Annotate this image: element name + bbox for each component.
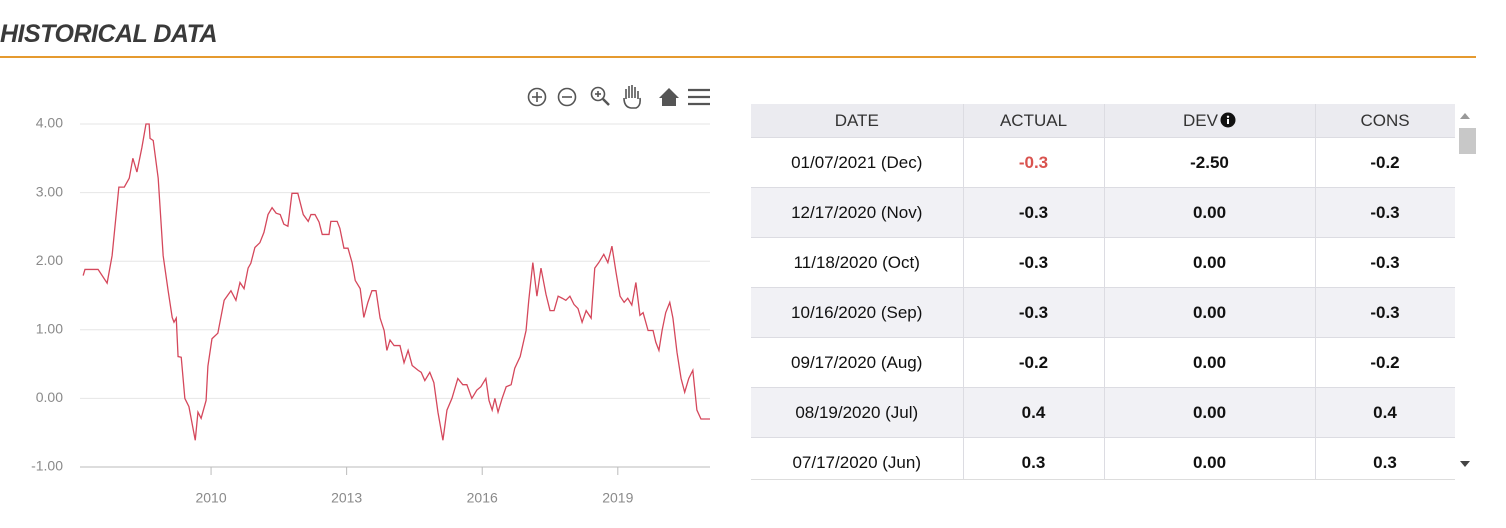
value-cell: -0.3 — [962, 137, 1105, 188]
value-cell: -0.3 — [962, 187, 1105, 238]
date-cell: 12/17/2020 (Nov) — [751, 187, 964, 238]
table-row: 12/17/2020 (Nov) -0.3 0.00 -0.3 — [751, 187, 1455, 238]
value-cell: 0.00 — [1103, 187, 1316, 238]
value-cell: 0.3 — [1314, 437, 1455, 479]
scrollbar[interactable] — [1455, 104, 1476, 479]
zoom-select-button[interactable] — [590, 86, 610, 106]
y-tick-label: 1.00 — [36, 321, 63, 337]
table-row: 11/18/2020 (Oct) -0.3 0.00 -0.3 — [751, 237, 1455, 288]
info-icon[interactable] — [1220, 112, 1236, 128]
value-cell: 0.4 — [962, 387, 1105, 438]
table-row: 08/19/2020 (Jul) 0.4 0.00 0.4 — [751, 387, 1455, 438]
value-cell: 0.00 — [1103, 237, 1316, 288]
x-tick-label: 2010 — [195, 490, 226, 506]
table-row: 07/17/2020 (Jun) 0.3 0.00 0.3 — [751, 437, 1455, 479]
value-cell: -2.50 — [1103, 137, 1316, 188]
value-cell: -0.3 — [962, 287, 1105, 338]
value-cell: 0.00 — [1103, 337, 1316, 388]
scroll-thumb[interactable] — [1459, 128, 1476, 154]
scroll-down[interactable] — [1460, 461, 1470, 467]
table-row: 10/16/2020 (Sep) -0.3 0.00 -0.3 — [751, 287, 1455, 338]
value-cell: 0.00 — [1103, 387, 1316, 438]
title-rule — [0, 56, 1476, 58]
y-tick-label: 2.00 — [36, 252, 63, 268]
column-header-text: ACTUAL — [999, 110, 1068, 130]
value-cell: -0.2 — [1314, 337, 1455, 388]
zoom-out-button[interactable] — [557, 87, 577, 107]
value-cell: -0.2 — [962, 337, 1105, 388]
date-cell: 09/17/2020 (Aug) — [751, 337, 964, 388]
data-line — [82, 123, 710, 441]
scroll-up[interactable] — [1460, 113, 1470, 119]
date-cell: 01/07/2021 (Dec) — [751, 137, 964, 188]
column-header: DEV — [1103, 104, 1316, 138]
data-table: DATE ACTUAL DEV CONS 01/07/2021 (Dec) -0.3 -2… — [751, 104, 1455, 480]
value-cell: -0.3 — [1314, 237, 1455, 288]
reset-button[interactable] — [659, 88, 679, 106]
value-cell: 0.00 — [1103, 287, 1316, 338]
value-cell: -0.3 — [1314, 287, 1455, 338]
date-cell: 08/19/2020 (Jul) — [751, 387, 964, 438]
column-header: CONS — [1314, 104, 1455, 138]
header-row: DATE ACTUAL DEV CONS — [751, 104, 1455, 138]
y-tick-label: 3.00 — [36, 183, 63, 199]
pan-button[interactable] — [623, 85, 641, 109]
value-cell: 0.4 — [1314, 387, 1455, 438]
value-cell: -0.2 — [1314, 137, 1455, 188]
date-cell: 10/16/2020 (Sep) — [751, 287, 964, 338]
column-header-text: DEV — [1183, 110, 1218, 130]
value-cell: -0.3 — [1314, 187, 1455, 238]
value-cell: 0.00 — [1103, 437, 1316, 479]
x-tick-label: 2013 — [331, 490, 362, 506]
value-cell: -0.3 — [962, 237, 1105, 288]
table-row: 09/17/2020 (Aug) -0.2 0.00 -0.2 — [751, 337, 1455, 388]
x-tick-label: 2016 — [467, 490, 498, 506]
column-header: DATE — [751, 104, 964, 138]
value-cell: 0.3 — [962, 437, 1105, 479]
section-title: HISTORICAL DATA — [0, 20, 218, 48]
x-tick-label: 2019 — [602, 490, 633, 506]
column-header: ACTUAL — [962, 104, 1105, 138]
date-cell: 11/18/2020 (Oct) — [751, 237, 964, 288]
chart: -1.00 0.00 1.00 2.00 3.00 4.00 2010 2013 2016 201… — [31, 85, 710, 506]
y-tick-label: 4.00 — [36, 115, 63, 131]
menu-button[interactable] — [688, 88, 710, 106]
y-tick-label: -1.00 — [31, 458, 63, 474]
chart-toolbar — [527, 85, 710, 109]
y-tick-label: 0.00 — [36, 389, 63, 405]
table: DATE ACTUAL DEV CONS 01/07/2021 (Dec) -0.3 -2… — [751, 104, 1455, 479]
date-cell: 07/17/2020 (Jun) — [751, 437, 964, 479]
column-header-text: CONS — [1360, 110, 1410, 130]
table-row: 01/07/2021 (Dec) -0.3 -2.50 -0.2 — [751, 137, 1455, 188]
zoom-in-button[interactable] — [527, 87, 547, 107]
column-header-text: DATE — [834, 110, 879, 130]
